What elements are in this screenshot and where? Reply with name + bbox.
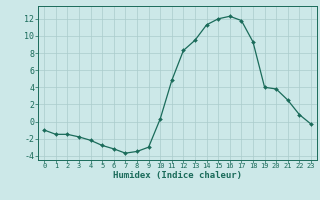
- X-axis label: Humidex (Indice chaleur): Humidex (Indice chaleur): [113, 171, 242, 180]
